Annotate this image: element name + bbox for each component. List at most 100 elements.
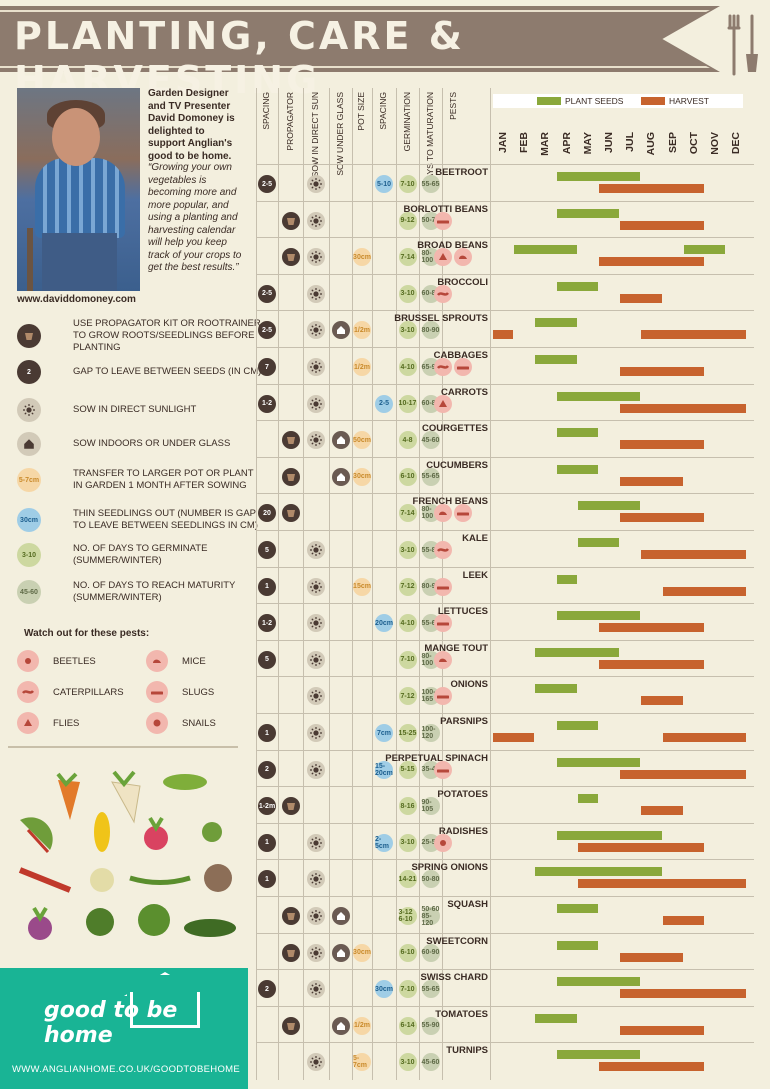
row-divider (256, 1042, 754, 1044)
fly-icon (434, 248, 452, 267)
pest-item: SNAILS (146, 712, 216, 734)
sow-bar (556, 940, 598, 950)
crop-name: LEEK (462, 569, 488, 581)
germination-days: 3-10 (398, 833, 417, 852)
crop-name: BORLOTTI BEANS (403, 203, 488, 215)
column-header: SPACING (261, 92, 271, 130)
sow-bar (556, 428, 598, 438)
potato-icon (204, 864, 232, 892)
propagator-icon (281, 907, 300, 925)
row-divider (256, 347, 754, 348)
seed-spacing: 1-2 (258, 614, 276, 633)
propagator-icon (281, 1016, 300, 1035)
crop-name: PERPETUAL SPINACH (385, 752, 488, 764)
seed-spacing: 2 (258, 760, 276, 779)
legend-text: SOW INDOORS OR UNDER GLASS (73, 438, 231, 449)
crop-name: FRENCH BEANS (412, 496, 488, 508)
month-label: MAR (539, 132, 552, 156)
mouse-icon (146, 650, 168, 672)
pot-icon (17, 324, 41, 348)
caterpillar-icon (17, 681, 39, 703)
seed-spacing: 1 (258, 724, 276, 742)
sow-bar (556, 464, 598, 474)
germination-days: 7-12 (398, 577, 417, 596)
month-label: APR (560, 132, 573, 155)
column-divider (372, 88, 373, 1080)
harvest-bar (662, 916, 704, 925)
pot-size-icon: 5-7cm (17, 468, 41, 492)
germination-days: 6-10 (398, 467, 417, 486)
website-link[interactable]: www.daviddomoney.com (17, 294, 136, 305)
column-divider (329, 88, 330, 1080)
sow-bar (535, 684, 577, 694)
pest-label: MICE (182, 655, 206, 667)
maturity-days: 50-80 (421, 870, 440, 889)
sow-bar (535, 318, 577, 328)
harvest-bar (599, 623, 704, 633)
germination-days: 3-10 (398, 541, 417, 559)
turnip-icon (28, 906, 52, 940)
brand-footer: good to be home WWW.ANGLIANHOME.CO.UK/GO… (0, 968, 248, 1089)
sun-icon (307, 321, 325, 340)
row-divider (256, 969, 754, 971)
month-label: MAY (581, 132, 594, 155)
david-domoney-photo (17, 88, 140, 291)
harvest-bar (577, 842, 704, 852)
sow-bar (556, 611, 641, 621)
sow-bar (556, 977, 641, 987)
pest-item: SLUGS (146, 681, 214, 703)
column-divider (396, 88, 397, 1080)
pot-size: 30cm (353, 943, 371, 962)
slug-icon (434, 687, 452, 706)
thin-spacing: 2-5 (375, 394, 393, 413)
propagator-icon (281, 467, 300, 486)
seed-spacing: 2-5 (258, 321, 276, 340)
caterpillar-icon (434, 541, 452, 559)
row-divider (256, 530, 754, 531)
sun-icon (307, 870, 325, 889)
maturity-icon: 45-60 (17, 580, 41, 604)
greenhouse-icon (17, 432, 41, 456)
seed-spacing: 2 (258, 980, 276, 999)
slug-icon (434, 760, 452, 779)
harvest-bar (662, 733, 747, 742)
crop-name: CARROTS (441, 386, 488, 398)
sun-icon (307, 943, 325, 962)
pot-size: 30cm (353, 248, 371, 267)
thin-icon: 30cm (17, 508, 41, 532)
harvest-swatch (641, 97, 665, 105)
fly-icon (17, 712, 39, 734)
column-divider (490, 88, 491, 1080)
sun-icon (307, 175, 325, 193)
page-title: PLANTING, CARE & HARVESTING (14, 14, 465, 102)
slug-icon (434, 211, 452, 230)
column-divider (419, 88, 420, 1080)
harvest-bar (620, 293, 662, 303)
harvest-bar (620, 1025, 704, 1035)
column-header: PESTS (448, 92, 458, 120)
sow-bar (577, 501, 641, 511)
fly-icon (434, 394, 452, 413)
harvest-bar (641, 330, 747, 340)
crop-name: MANGE TOUT (424, 642, 488, 654)
crop-name: COURGETTES (422, 423, 488, 435)
legend-item: SOW IN DIRECT SUNLIGHT (17, 398, 263, 422)
legend-item: 3-10 NO. OF DAYS TO GERMINATE (SUMMER/WIN… (17, 543, 263, 567)
row-divider (256, 237, 754, 239)
harvest-bar (577, 879, 747, 889)
banner-stripe (0, 10, 710, 68)
greenhouse-icon (331, 943, 350, 962)
month-label: JUL (624, 132, 637, 152)
row-divider (256, 859, 754, 861)
row-divider (256, 676, 754, 678)
propagator-icon (281, 504, 300, 523)
row-divider (256, 786, 754, 788)
thin-spacing: 20cm (375, 614, 393, 633)
brand-url[interactable]: WWW.ANGLIANHOME.CO.UK/GOODTOBEHOME (12, 1064, 241, 1075)
legend-text: TRANSFER TO LARGER POT OR PLANT IN GARDE… (73, 468, 254, 491)
sow-bar (556, 391, 641, 401)
germination-days: 7-10 (398, 175, 417, 193)
maturity-days: 55-65 (421, 467, 440, 486)
propagator-icon (281, 211, 300, 230)
month-label: FEB (518, 132, 531, 153)
